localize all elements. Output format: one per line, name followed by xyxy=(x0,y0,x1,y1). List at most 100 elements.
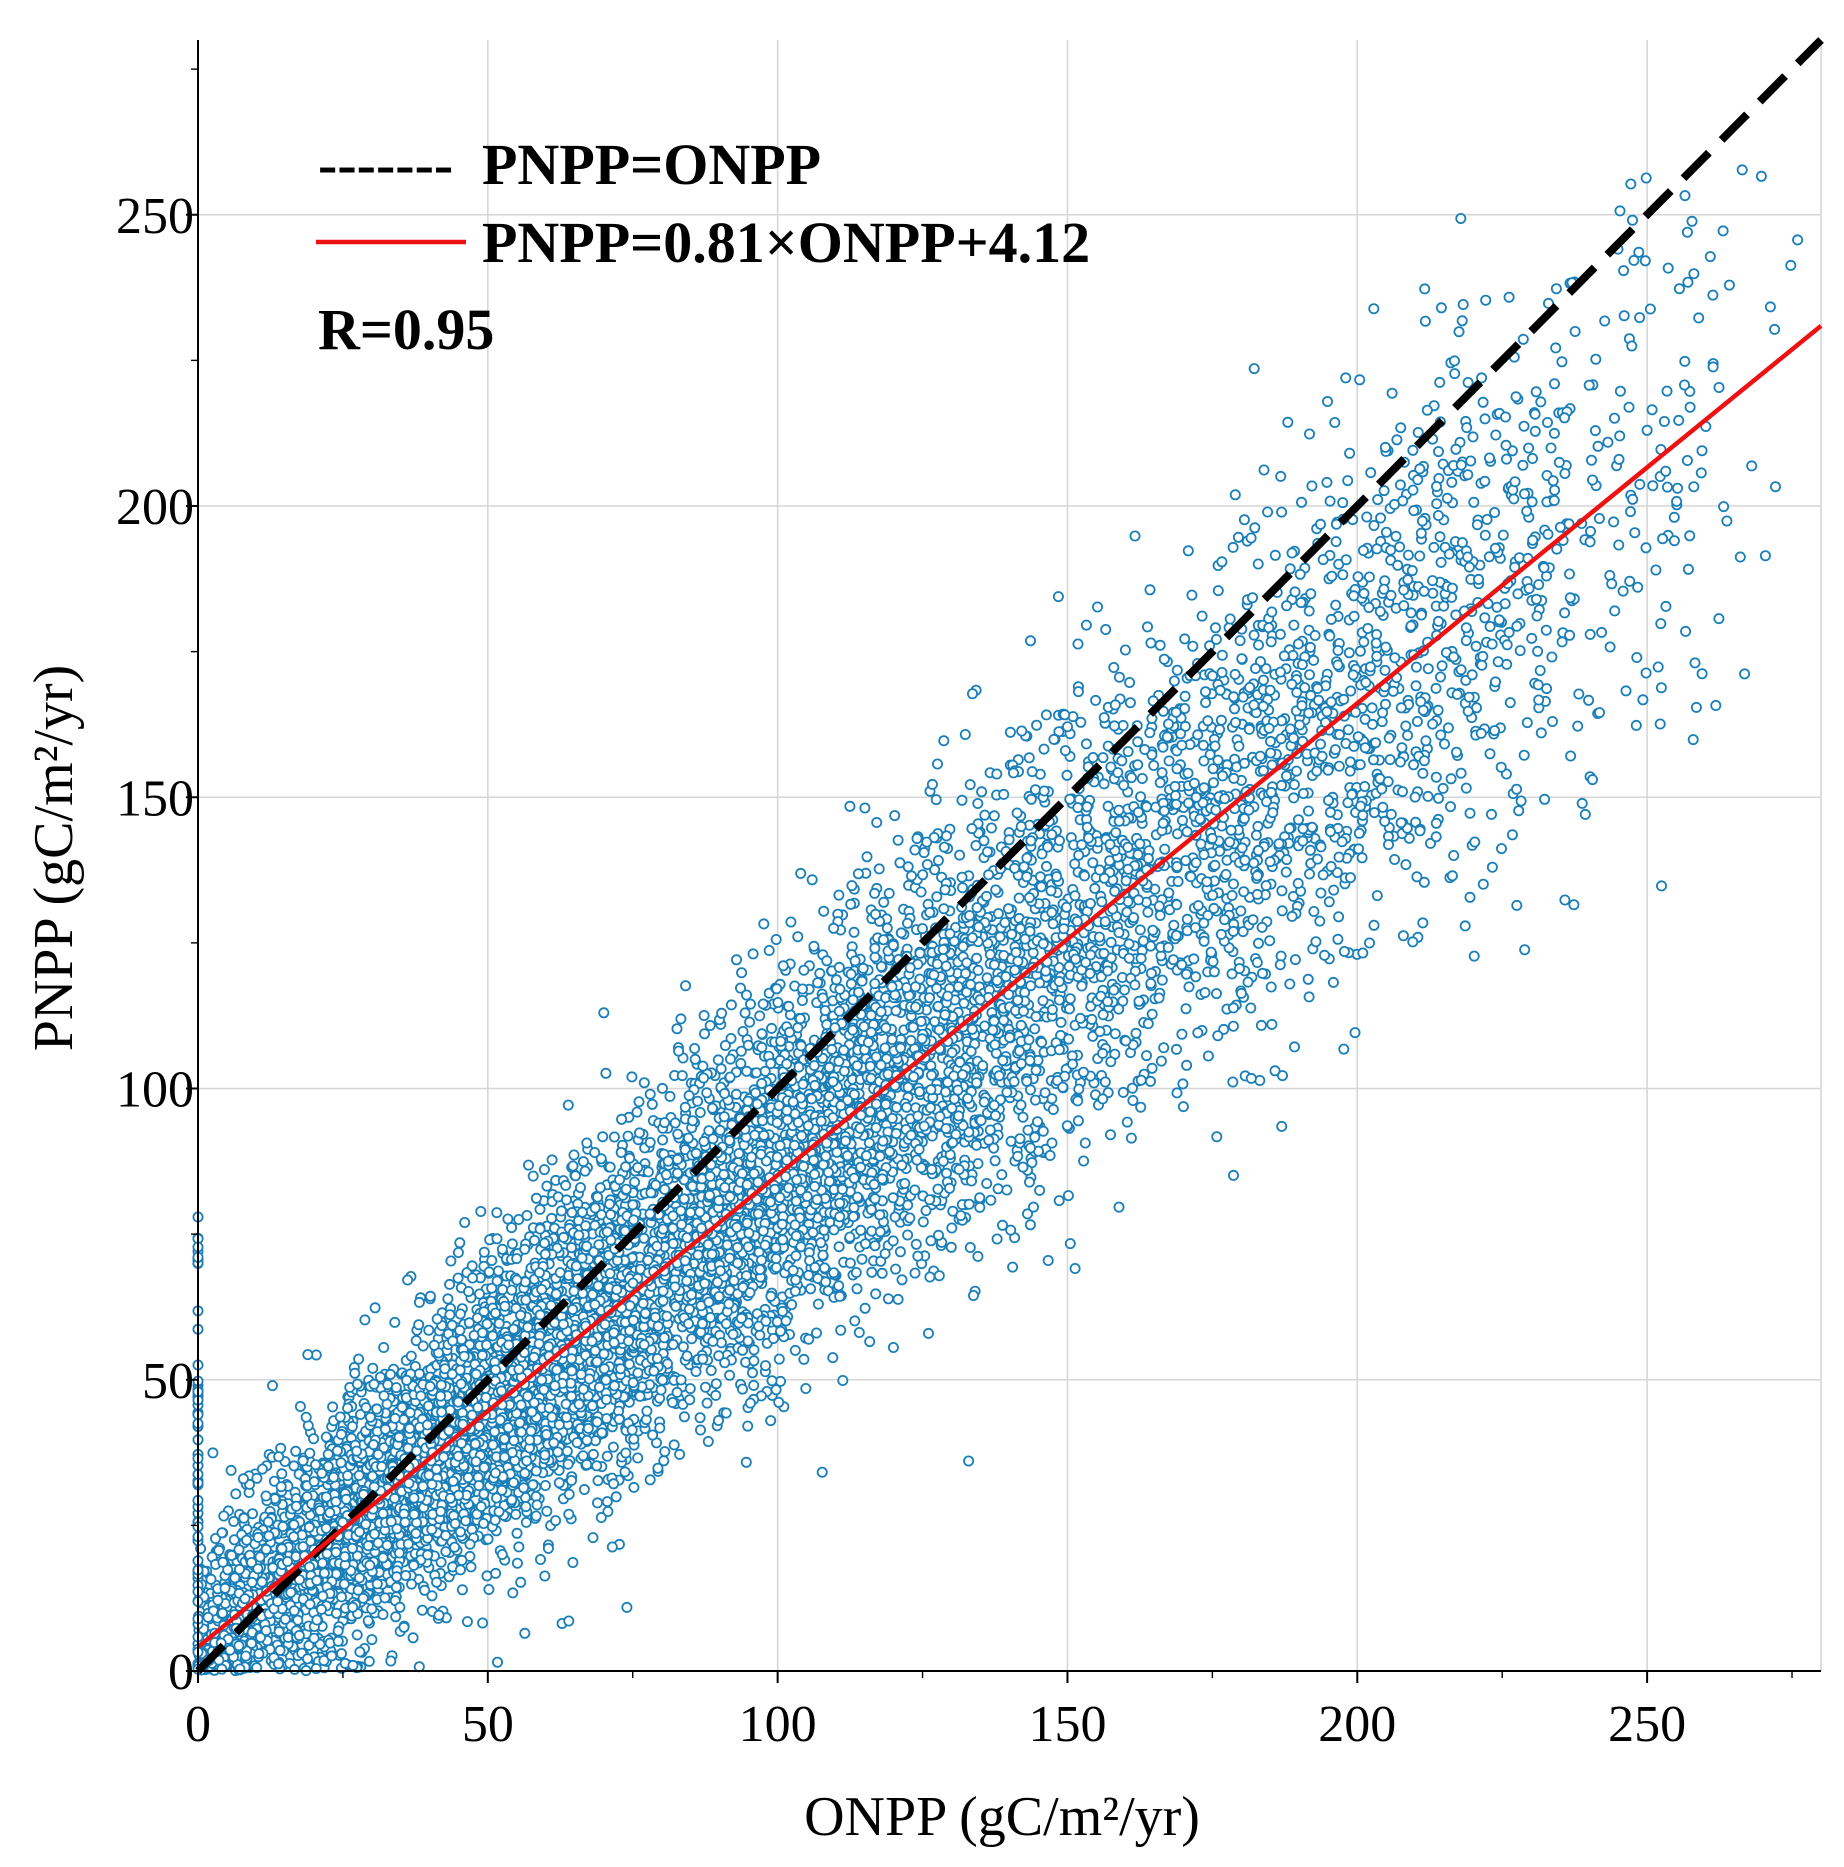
scatter-point xyxy=(1338,570,1347,579)
scatter-point xyxy=(633,1453,642,1462)
points-layer xyxy=(193,165,1802,1675)
scatter-point xyxy=(529,1172,538,1181)
scatter-point xyxy=(1170,676,1179,685)
scatter-point xyxy=(484,1535,493,1544)
scatter-point xyxy=(239,1514,248,1523)
scatter-point xyxy=(722,1319,731,1328)
scatter-point xyxy=(1229,879,1238,888)
scatter-point xyxy=(1193,1028,1202,1037)
scatter-point xyxy=(541,1481,550,1490)
scatter-point xyxy=(1355,375,1364,384)
scatter-point xyxy=(513,1559,522,1568)
scatter-point xyxy=(1209,764,1218,773)
scatter-point xyxy=(1584,696,1593,705)
scatter-point xyxy=(1468,670,1477,679)
scatter-point xyxy=(532,1194,541,1203)
scatter-point xyxy=(1305,869,1314,878)
scatter-point xyxy=(602,1414,611,1423)
scatter-point xyxy=(1689,269,1698,278)
scatter-point xyxy=(745,1018,754,1027)
scatter-point xyxy=(1322,478,1331,487)
scatter-point xyxy=(932,795,941,804)
scatter-point xyxy=(1277,507,1286,516)
scatter-point xyxy=(660,1447,669,1456)
scatter-point xyxy=(749,1345,758,1354)
scatter-point xyxy=(1485,749,1494,758)
scatter-point xyxy=(635,1392,644,1401)
scatter-point xyxy=(1534,580,1543,589)
scatter-point xyxy=(277,1469,286,1478)
scatter-point xyxy=(1093,602,1102,611)
scatter-point xyxy=(1133,760,1142,769)
scatter-point xyxy=(1407,608,1416,617)
scatter-point xyxy=(665,1092,674,1101)
scatter-point xyxy=(1305,606,1314,615)
scatter-point xyxy=(1311,631,1320,640)
scatter-point xyxy=(1673,484,1682,493)
scatter-point xyxy=(596,1183,605,1192)
scatter-point xyxy=(948,1048,957,1057)
scatter-point xyxy=(1465,809,1474,818)
scatter-point xyxy=(860,803,869,812)
scatter-point xyxy=(1444,723,1453,732)
scatter-point xyxy=(1516,646,1525,655)
scatter-point xyxy=(1497,844,1506,853)
scatter-point xyxy=(1282,601,1291,610)
scatter-point xyxy=(1345,648,1354,657)
scatter-point xyxy=(1282,771,1291,780)
scatter-point xyxy=(1006,728,1015,737)
scatter-point xyxy=(608,1542,617,1551)
scatter-point xyxy=(1686,403,1695,412)
scatter-point xyxy=(495,1319,504,1328)
scatter-point xyxy=(360,1315,369,1324)
scatter-point xyxy=(1326,497,1335,506)
scatter-point xyxy=(890,811,899,820)
scatter-point xyxy=(1680,357,1689,366)
scatter-point xyxy=(1620,311,1629,320)
scatter-point xyxy=(1627,341,1636,350)
scatter-point xyxy=(1518,461,1527,470)
scatter-point xyxy=(1358,853,1367,862)
scatter-point xyxy=(1479,398,1488,407)
scatter-point xyxy=(1663,483,1672,492)
scatter-point xyxy=(1551,343,1560,352)
scatter-point xyxy=(1042,710,1051,719)
scatter-point xyxy=(1285,979,1294,988)
scatter-point xyxy=(1160,845,1169,854)
scatter-point xyxy=(997,1170,1006,1179)
scatter-point xyxy=(850,1316,859,1325)
scatter-point xyxy=(1369,304,1378,313)
scatter-point xyxy=(1079,1156,1088,1165)
scatter-point xyxy=(1358,948,1367,957)
scatter-point xyxy=(414,1320,423,1329)
scatter-point xyxy=(1277,1122,1286,1131)
scatter-point xyxy=(1757,172,1766,181)
scatter-point xyxy=(676,1014,685,1023)
scatter-point xyxy=(912,834,921,843)
scatter-point xyxy=(658,1084,667,1093)
scatter-point xyxy=(1591,355,1600,364)
scatter-point xyxy=(1359,637,1368,646)
scatter-point xyxy=(1574,689,1583,698)
scatter-point xyxy=(646,1090,655,1099)
scatter-point xyxy=(1408,937,1417,946)
scatter-point xyxy=(975,1203,984,1212)
scatter-point xyxy=(835,1242,844,1251)
scatter-point xyxy=(460,1218,469,1227)
scatter-point xyxy=(1698,669,1707,678)
scatter-point xyxy=(1480,477,1489,486)
scatter-point xyxy=(493,1658,502,1667)
scatter-point xyxy=(1532,387,1541,396)
scatter-point xyxy=(1246,1003,1255,1012)
scatter-point xyxy=(767,1376,776,1385)
scatter-point xyxy=(767,1024,776,1033)
scatter-point xyxy=(540,1165,549,1174)
scatter-point xyxy=(564,1101,573,1110)
scatter-point xyxy=(454,1248,463,1257)
scatter-point xyxy=(1346,686,1355,695)
scatter-point xyxy=(1297,498,1306,507)
scatter-point xyxy=(648,1100,657,1109)
scatter-point xyxy=(910,845,919,854)
scatter-point xyxy=(1017,1021,1026,1030)
scatter-point xyxy=(1106,1130,1115,1139)
